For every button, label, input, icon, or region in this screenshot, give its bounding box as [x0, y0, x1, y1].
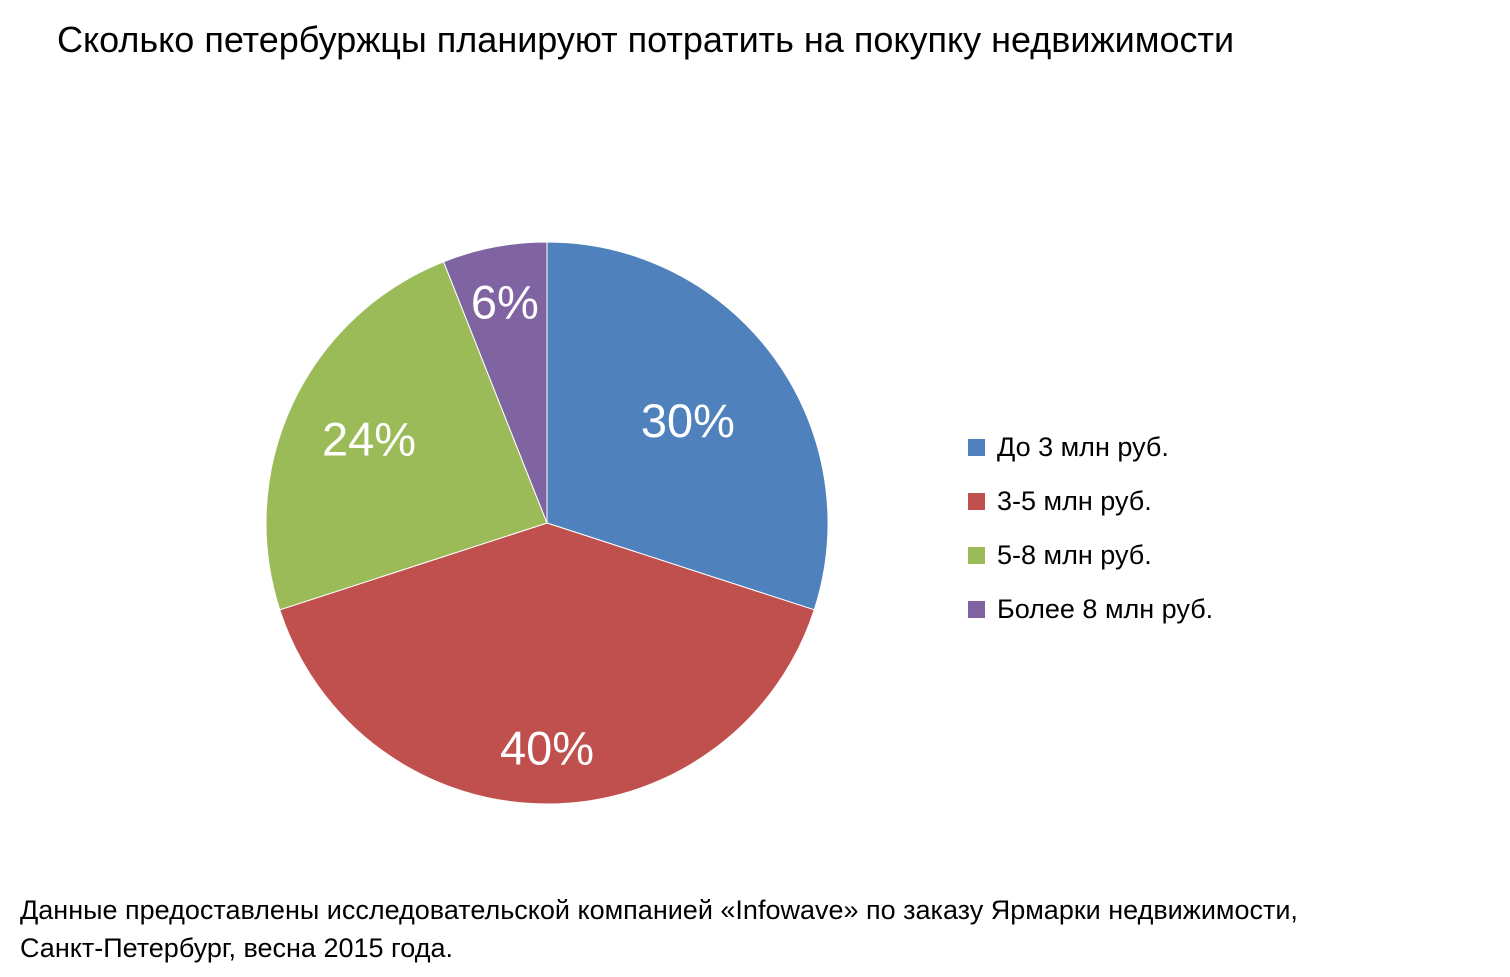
legend-swatch — [968, 438, 985, 456]
legend-item-bolee-8: Более 8 млн руб. — [968, 582, 1213, 636]
legend-swatch — [968, 546, 985, 564]
slice-do-3 — [546, 241, 829, 611]
legend-label: 3-5 млн руб. — [997, 485, 1152, 516]
legend-item-5-8: 5-8 млн руб. — [968, 528, 1213, 582]
chart-legend: До 3 млн руб. 3-5 млн руб. 5-8 млн руб. … — [968, 420, 1213, 636]
source-note: Данные предоставлены исследовательской к… — [20, 891, 1298, 967]
legend-label: 5-8 млн руб. — [997, 539, 1152, 570]
data-label: 40% — [500, 721, 594, 774]
legend-label: Более 8 млн руб. — [997, 593, 1214, 624]
slice-3-5 — [279, 522, 815, 805]
data-label: 24% — [322, 413, 416, 466]
legend-item-do-3: До 3 млн руб. — [968, 420, 1213, 474]
slice-bolee-8 — [442, 241, 548, 524]
source-note-line-2: Санкт-Петербург, весна 2015 года. — [20, 933, 453, 963]
slice-5-8 — [265, 261, 548, 611]
source-note-line-1: Данные предоставлены исследовательской к… — [20, 895, 1298, 925]
legend-swatch — [968, 600, 985, 618]
legend-label: До 3 млн руб. — [997, 431, 1169, 462]
chart-title: Сколько петербуржцы планируют потратить … — [57, 19, 1235, 60]
data-label: 6% — [471, 276, 539, 329]
legend-swatch — [968, 492, 985, 510]
legend-item-3-5: 3-5 млн руб. — [968, 474, 1213, 528]
data-label: 30% — [641, 394, 735, 447]
